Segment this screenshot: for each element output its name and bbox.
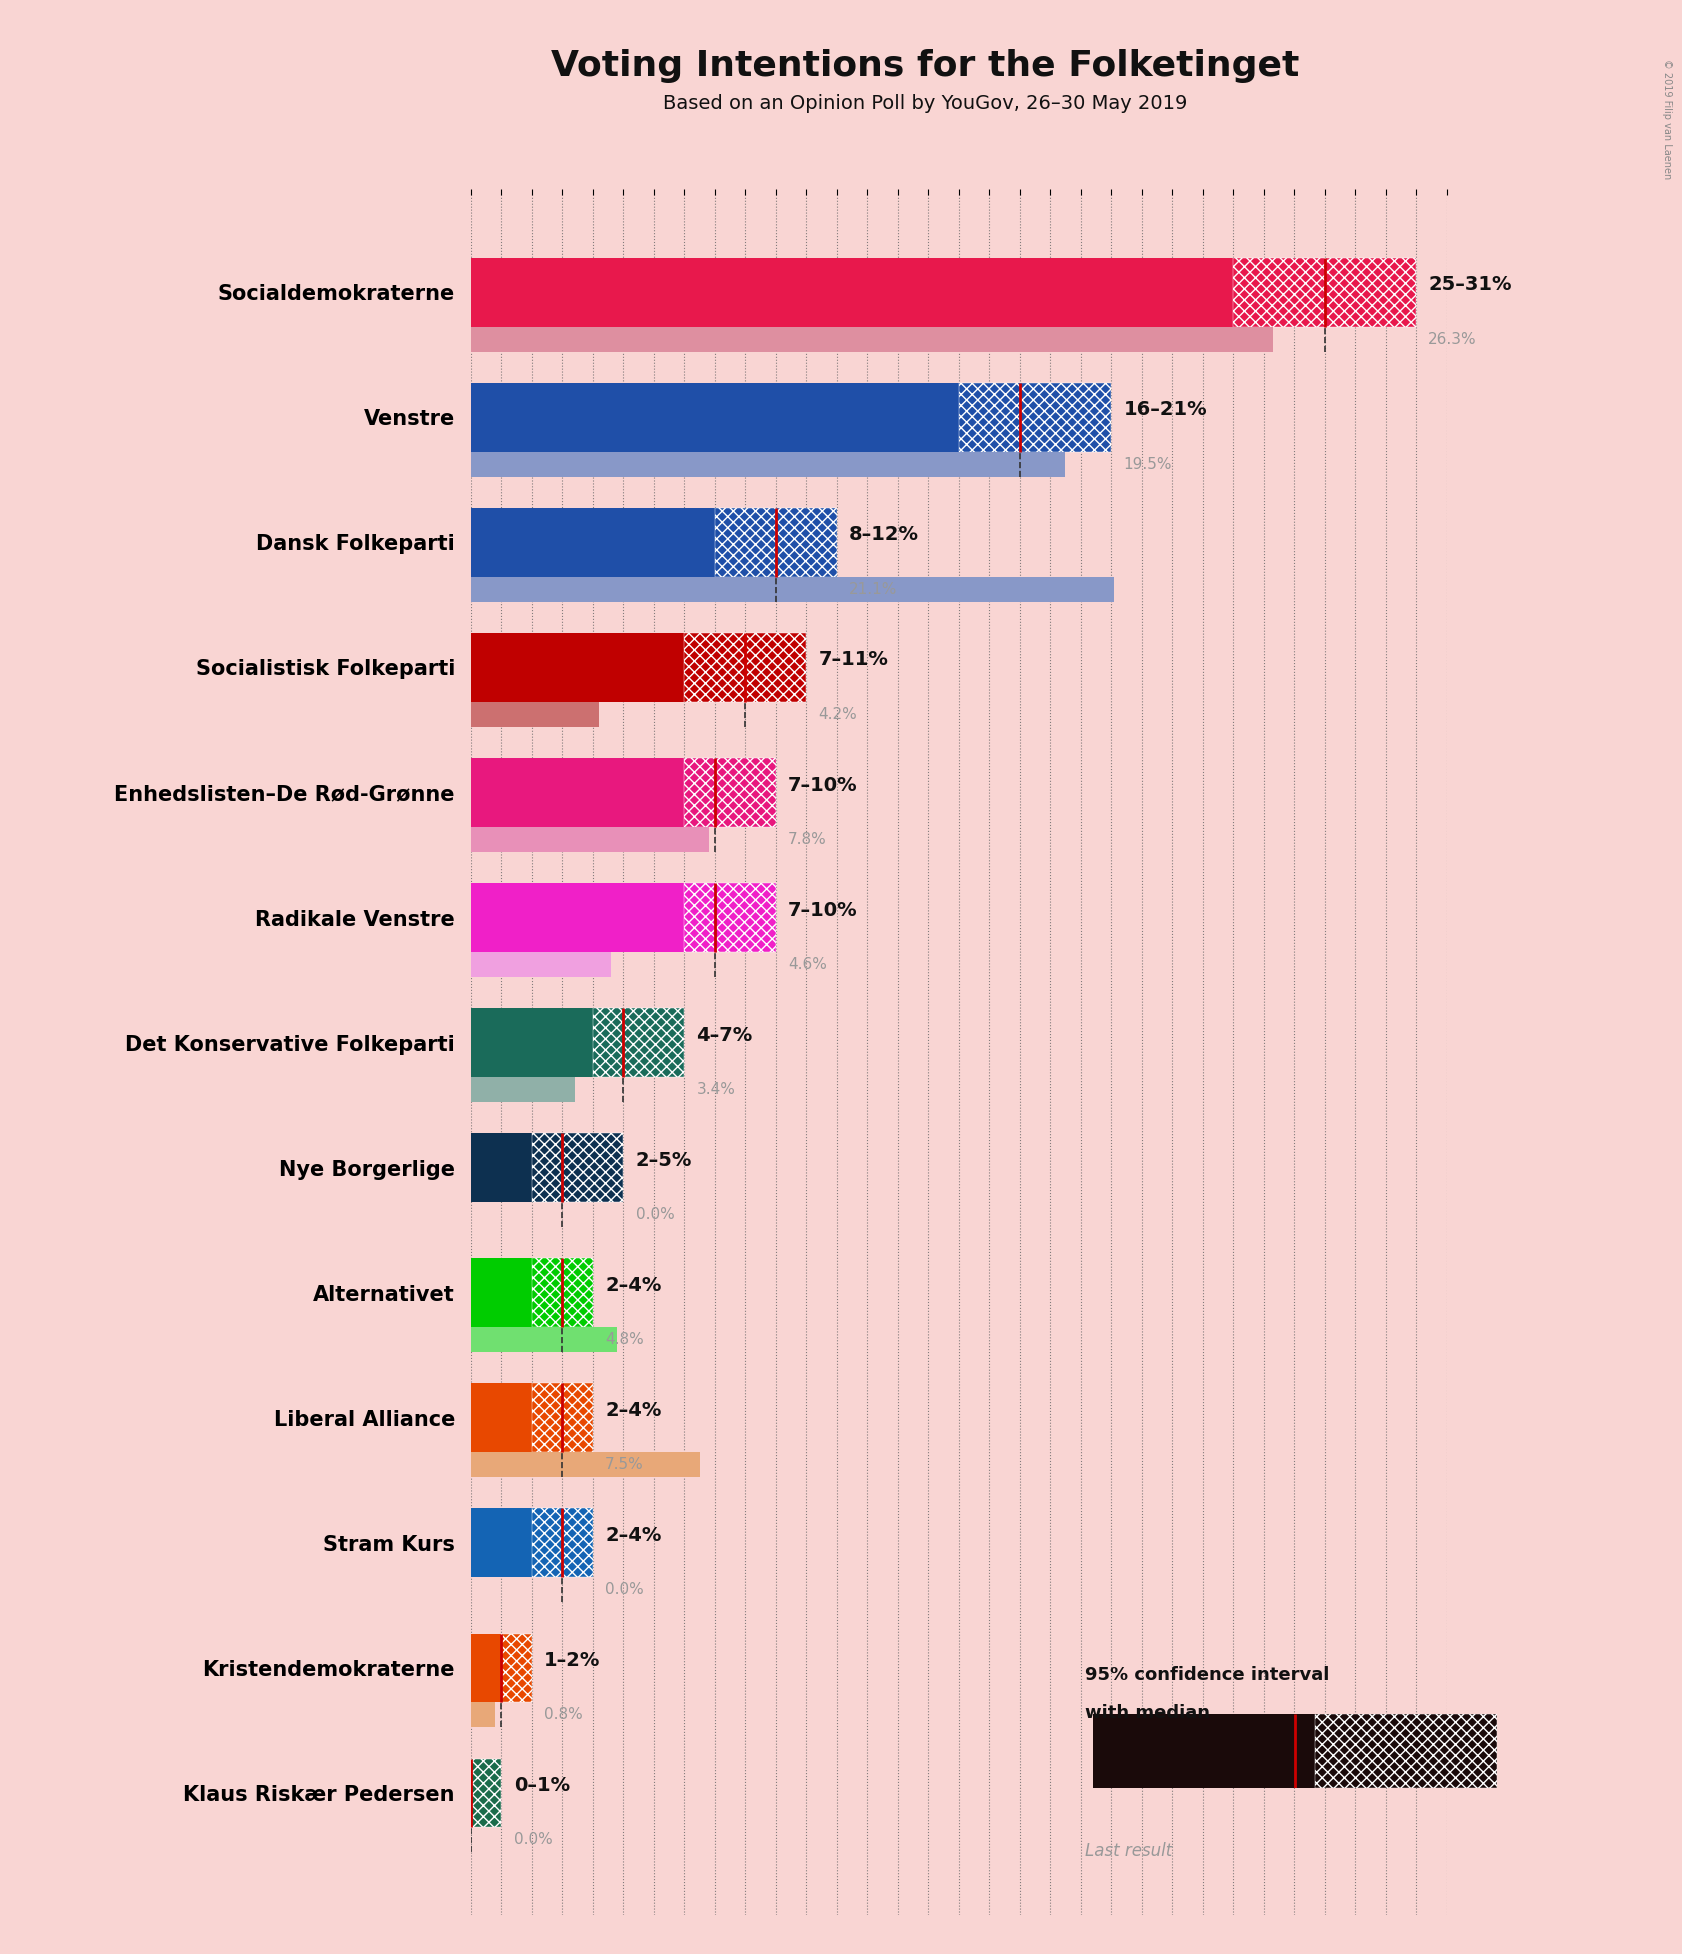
Bar (471, 576, 1113, 602)
Bar (471, 758, 685, 827)
Text: 16–21%: 16–21% (1124, 401, 1208, 420)
Bar (471, 1133, 532, 1202)
Bar (685, 633, 806, 701)
Text: 4.6%: 4.6% (787, 957, 828, 971)
Bar (471, 1383, 532, 1452)
Bar (715, 508, 838, 576)
Text: 7–10%: 7–10% (787, 901, 858, 920)
Bar (471, 1008, 592, 1077)
Text: 7.8%: 7.8% (787, 832, 828, 846)
Text: 7–10%: 7–10% (787, 776, 858, 795)
Bar (471, 1702, 495, 1727)
Bar (532, 1508, 592, 1577)
Bar (471, 883, 685, 952)
Text: 21.1%: 21.1% (849, 582, 898, 596)
Bar (471, 258, 1233, 326)
Text: © 2019 Filip van Laenen: © 2019 Filip van Laenen (1662, 59, 1672, 180)
Text: 1–2%: 1–2% (545, 1651, 600, 1671)
Text: 0.0%: 0.0% (513, 1833, 552, 1847)
Text: 0.0%: 0.0% (636, 1208, 674, 1221)
Bar (1233, 258, 1416, 326)
Text: 3.4%: 3.4% (696, 1083, 735, 1096)
Text: 2–4%: 2–4% (606, 1526, 661, 1546)
Text: Based on an Opinion Poll by YouGov, 26–30 May 2019: Based on an Opinion Poll by YouGov, 26–3… (663, 94, 1187, 113)
Bar (471, 1508, 532, 1577)
Text: 0–1%: 0–1% (513, 1776, 570, 1796)
Text: with median: with median (1085, 1704, 1209, 1721)
Bar (471, 827, 708, 852)
Text: 4–7%: 4–7% (696, 1026, 754, 1045)
Bar (685, 758, 775, 827)
Bar (471, 508, 715, 576)
Text: Voting Intentions for the Folketinget: Voting Intentions for the Folketinget (552, 49, 1299, 82)
Text: 7–11%: 7–11% (819, 651, 888, 670)
Bar (471, 1452, 700, 1477)
Bar (685, 883, 775, 952)
Text: 2–4%: 2–4% (606, 1276, 661, 1296)
Text: 25–31%: 25–31% (1428, 276, 1512, 295)
Text: 7.5%: 7.5% (606, 1458, 644, 1471)
Text: Last result: Last result (1085, 1843, 1172, 1860)
Bar (471, 326, 1273, 352)
Bar (471, 383, 959, 451)
Bar (471, 701, 599, 727)
Bar (471, 952, 611, 977)
Text: 95% confidence interval: 95% confidence interval (1085, 1667, 1329, 1684)
Bar (471, 633, 685, 701)
Bar (532, 1133, 624, 1202)
Text: 0.8%: 0.8% (545, 1708, 584, 1721)
Bar (471, 1634, 501, 1702)
Text: 26.3%: 26.3% (1428, 332, 1477, 346)
Bar (501, 1634, 532, 1702)
Bar (471, 1759, 501, 1827)
Text: 2–5%: 2–5% (636, 1151, 691, 1170)
Text: 19.5%: 19.5% (1124, 457, 1172, 471)
Text: 4.8%: 4.8% (606, 1333, 644, 1346)
Bar (592, 1008, 685, 1077)
Bar (532, 1383, 592, 1452)
Text: 4.2%: 4.2% (819, 707, 858, 721)
Bar (471, 1327, 617, 1352)
Bar (471, 1077, 575, 1102)
Text: 2–4%: 2–4% (606, 1401, 661, 1421)
Bar (1315, 1714, 1497, 1788)
Bar (1093, 1714, 1315, 1788)
Text: 8–12%: 8–12% (849, 526, 918, 545)
Bar (471, 1258, 532, 1327)
Bar (959, 383, 1112, 451)
Bar (532, 1258, 592, 1327)
Bar (471, 451, 1065, 477)
Text: 0.0%: 0.0% (606, 1583, 644, 1596)
